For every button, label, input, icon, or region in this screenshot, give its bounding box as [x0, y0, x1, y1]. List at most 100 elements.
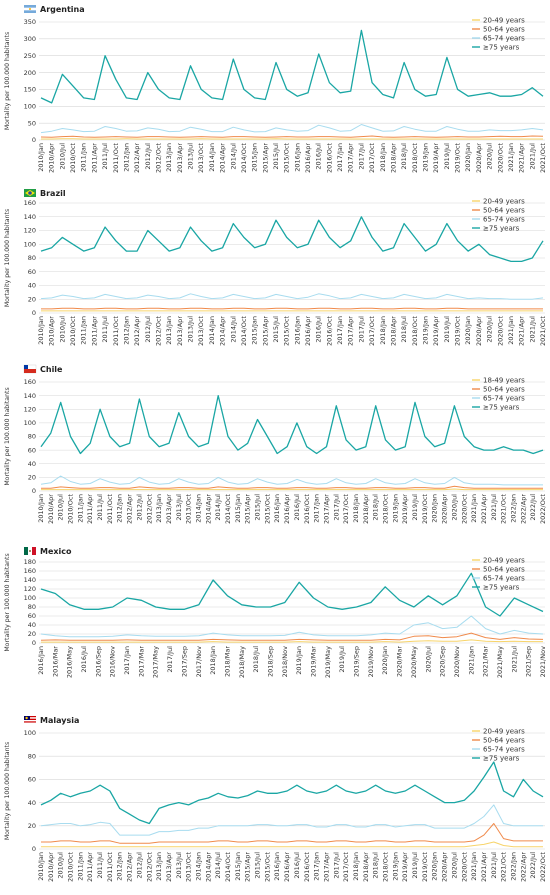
chart-title: Malaysia [40, 716, 79, 725]
x-tick-label: 2020/Jan [464, 316, 472, 345]
y-axis-label: Mortality per 100.000 habitants [4, 387, 11, 485]
x-tick-label: 2021/Apr [518, 316, 526, 346]
x-tick-label: 2014/Apr [219, 316, 227, 346]
x-tick-label: 2010/Oct [69, 143, 77, 173]
x-tick-label: 2019/Oct [454, 316, 462, 346]
x-tick-label: 2016/Apr [283, 852, 291, 882]
x-tick-label: 2019/Apr [432, 316, 440, 346]
series-line-1 [41, 486, 543, 488]
x-tick-label: 2021/Jan [470, 852, 478, 881]
x-tick-label: 2021/Mar [482, 646, 490, 677]
y-tick-label: 20 [28, 295, 36, 303]
x-tick-label: 2017/Oct [342, 852, 350, 882]
x-tick-label: 2018/Jul [400, 143, 408, 170]
x-tick-label: 2015/Jan [251, 316, 259, 345]
flag-emblem [29, 550, 31, 552]
legend-label: 50-64 years [483, 206, 525, 214]
x-tick-label: 2017/Jul [166, 646, 174, 673]
x-tick-label: 2020/Nov [453, 646, 461, 678]
legend-label: ≥75 years [483, 583, 520, 591]
x-tick-label: 2016/Jan [37, 646, 45, 675]
x-tick-label: 2020/Jan [464, 143, 472, 172]
y-tick-label: 20 [28, 822, 36, 830]
x-tick-label: 2021/Jul [510, 646, 518, 673]
x-tick-label: 2017/Jan [336, 143, 344, 172]
x-tick-label: 2015/Oct [283, 143, 291, 173]
x-tick-label: 2014/Jul [214, 494, 222, 521]
x-tick-label: 2018/Sep [266, 646, 274, 677]
chart-panel-mexico: Mexico020406080100120140160180Mortality … [4, 547, 547, 678]
x-tick-label: 2018/Jan [352, 852, 360, 881]
x-tick-label: 2019/Jul [411, 852, 419, 879]
x-tick-label: 2015/Oct [283, 316, 291, 346]
flag-stripe [32, 547, 36, 555]
x-tick-label: 2018/Mar [223, 646, 231, 677]
y-tick-label: 100 [24, 102, 36, 110]
legend-label: 65-74 years [483, 574, 525, 582]
x-tick-label: 2014/Jul [229, 316, 237, 343]
y-tick-label: 80 [28, 254, 36, 262]
y-tick-label: 300 [24, 35, 36, 43]
x-tick-label: 2017/Mar [137, 646, 145, 677]
x-tick-label: 2016/Nov [109, 646, 117, 678]
x-tick-label: 2018/Jan [379, 143, 387, 172]
y-tick-label: 40 [28, 282, 36, 290]
y-tick-label: 140 [24, 213, 36, 221]
x-tick-label: 2021/Jul [490, 494, 498, 521]
legend-label: 20-49 years [483, 556, 525, 564]
x-tick-label: 2017/Nov [195, 646, 203, 678]
x-tick-label: 2014/Oct [240, 316, 248, 346]
y-tick-label: 120 [24, 227, 36, 235]
y-tick-label: 60 [28, 446, 36, 454]
flag-globe [28, 191, 32, 195]
x-tick-label: 2016/Jul [293, 852, 301, 879]
series-line-1 [41, 136, 543, 137]
x-tick-label: 2012/Oct [154, 143, 162, 173]
x-tick-label: 2011/Oct [106, 852, 114, 882]
x-tick-label: 2021/Jan [470, 494, 478, 523]
x-tick-label: 2013/Jan [155, 494, 163, 523]
x-tick-label: 2013/Jul [175, 852, 183, 879]
series-line-1 [41, 308, 543, 309]
x-tick-label: 2020/Oct [460, 494, 468, 524]
series-line-0 [41, 489, 543, 490]
x-tick-label: 2019/Jul [411, 494, 419, 521]
x-tick-label: 2014/Jul [214, 852, 222, 879]
x-tick-label: 2021/Jan [507, 143, 515, 172]
x-tick-label: 2018/Apr [389, 143, 397, 173]
x-tick-label: 2010/Jan [37, 852, 45, 881]
x-tick-label: 2011/Jul [101, 143, 109, 170]
x-tick-label: 2020/Jan [431, 494, 439, 523]
x-tick-label: 2017/Oct [368, 143, 376, 173]
x-tick-label: 2021/Jan [507, 316, 515, 345]
x-tick-label: 2020/Apr [441, 494, 449, 524]
x-tick-label: 2013/Jul [187, 143, 195, 170]
y-tick-label: 40 [28, 460, 36, 468]
x-tick-label: 2019/Jul [443, 143, 451, 170]
x-tick-label: 2015/Jul [272, 316, 280, 343]
flag-stripe [24, 723, 36, 724]
x-tick-label: 2019/May [324, 646, 332, 678]
x-tick-label: 2019/Jul [443, 316, 451, 343]
x-tick-label: 2022/Jan [509, 852, 517, 881]
x-tick-label: 2010/Oct [67, 494, 75, 524]
legend-label: 65-74 years [483, 745, 525, 753]
legend-label: 50-64 years [483, 25, 525, 33]
x-tick-label: 2010/Jan [37, 143, 45, 172]
y-tick-label: 60 [28, 268, 36, 276]
x-tick-label: 2010/Apr [47, 852, 55, 882]
x-tick-label: 2016/Oct [303, 852, 311, 882]
x-tick-label: 2013/Oct [197, 143, 205, 173]
y-tick-label: 160 [24, 199, 36, 207]
x-tick-label: 2021/Jul [528, 143, 536, 170]
x-tick-label: 2013/Oct [197, 316, 205, 346]
x-tick-label: 2014/Oct [224, 494, 232, 524]
y-axis-label: Mortality per 100.000 habitants [4, 209, 11, 307]
y-tick-label: 20 [28, 474, 36, 482]
x-tick-label: 2015/Apr [244, 852, 252, 882]
x-tick-label: 2011/Apr [86, 494, 94, 524]
x-tick-label: 2015/Oct [263, 494, 271, 524]
